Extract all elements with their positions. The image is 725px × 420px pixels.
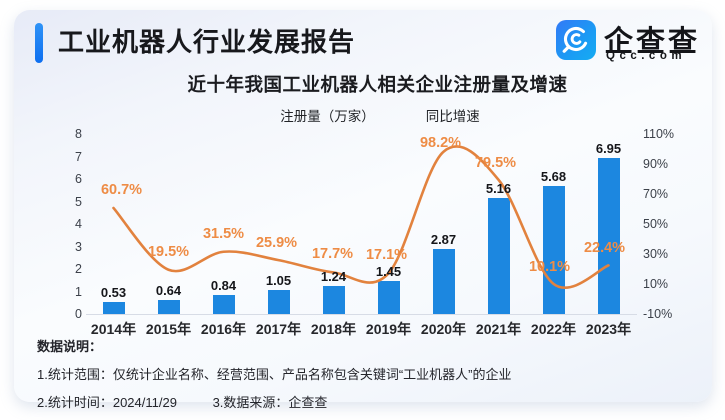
left-axis-tick: 4 (75, 217, 82, 231)
growth-label: 25.9% (255, 235, 298, 252)
x-axis-label: 2015年 (145, 321, 192, 337)
legend-bar-label: 注册量（万家） (280, 109, 375, 124)
growth-label: 79.5% (474, 154, 517, 171)
x-axis-label: 2020年 (420, 321, 467, 337)
bar-value-label: 0.53 (100, 285, 127, 301)
right-axis-tick: 50% (643, 217, 669, 231)
left-axis-tick: 0 (75, 307, 82, 321)
growth-label: 17.1% (365, 247, 408, 264)
left-axis-tick: 3 (75, 239, 82, 254)
bar-value-label: 1.05 (265, 273, 292, 289)
x-axis-label: 2021年 (475, 321, 522, 337)
left-axis-tick: 6 (75, 172, 82, 186)
report-title: 工业机器人行业发展报告 (58, 27, 356, 57)
right-axis-tick: 90% (643, 157, 669, 171)
right-axis-tick: 110% (643, 127, 675, 141)
growth-label: 98.2% (419, 134, 462, 151)
x-axis-label: 2022年 (530, 321, 577, 337)
legend-item-bars: 注册量（万家） (258, 105, 375, 125)
left-axis-tick: 8 (75, 127, 82, 141)
footer-note-1: 1.统计范围：仅统计企业名称、经营范围、产品名称包含关键词“工业机器人”的企业 (37, 367, 512, 382)
growth-label: 22.4% (583, 240, 626, 257)
growth-label: 17.7% (311, 246, 354, 263)
bar-value-label: 5.16 (485, 180, 512, 196)
right-axis-tick: 10% (643, 277, 669, 291)
bar-value-label: 2.87 (430, 232, 457, 248)
right-axis-tick: -10% (643, 307, 673, 321)
bar-value-label: 5.68 (540, 169, 567, 185)
x-axis-label: 2017年 (255, 321, 302, 337)
bar-value-label: 1.24 (320, 269, 347, 285)
footer-note-3: 3.数据来源：企查查 (212, 395, 328, 410)
x-axis-label: 2023年 (585, 321, 632, 337)
x-axis-label: 2016年 (200, 321, 247, 337)
bar-2014年 (102, 302, 125, 314)
bar-2018年 (322, 286, 345, 314)
growth-label: 19.5% (147, 243, 190, 260)
data-notes: 数据说明： 1.统计范围：仅统计企业名称、经营范围、产品名称包含关键词“工业机器… (37, 336, 512, 420)
bar-2019年 (377, 281, 400, 314)
left-axis-tick: 2 (75, 262, 82, 276)
bar-2022年 (542, 186, 565, 314)
bar-value-label: 6.95 (595, 140, 622, 156)
right-axis-tick: 30% (643, 247, 669, 261)
bar-2021年 (487, 197, 510, 314)
legend-line-label: 同比增速 (425, 109, 480, 124)
growth-label: 60.7% (100, 181, 143, 198)
bar-value-label: 0.84 (210, 278, 237, 294)
chart-legend: 注册量（万家） 同比增速 (30, 105, 708, 125)
x-axis-label: 2019年 (365, 321, 412, 337)
axis-baseline (86, 314, 637, 315)
bar-2023年 (597, 157, 620, 314)
legend-item-line: 同比增速 (401, 105, 480, 125)
x-axis-label: 2014年 (90, 321, 137, 337)
footer-note-2: 2.统计时间：2024/11/29 (37, 395, 177, 410)
brand-domain: Qcc.com (606, 50, 687, 62)
chart-title: 近十年我国工业机器人相关企业注册量及增速 (187, 74, 568, 95)
bar-2015年 (157, 299, 180, 314)
left-axis-tick: 7 (75, 149, 82, 164)
brand-name: 企查查 (604, 26, 701, 58)
bar-value-label: 1.45 (375, 264, 402, 280)
bar-value-label: 0.64 (155, 282, 182, 298)
qcc-logo: 企查查 Qcc.com (556, 19, 712, 65)
growth-label: 31.5% (202, 225, 245, 242)
x-axis-label: 2018年 (310, 321, 357, 337)
left-axis-tick: 5 (75, 194, 82, 209)
bar-2016年 (212, 295, 235, 314)
qcc-magnifier-icon (556, 20, 596, 60)
bar-2020年 (432, 249, 455, 314)
growth-label: 10.1% (528, 258, 571, 275)
bar-2017年 (267, 290, 290, 314)
right-axis-tick: 70% (643, 187, 669, 201)
title-accent-bar (35, 23, 43, 63)
left-axis-tick: 1 (75, 284, 82, 299)
footer-heading: 数据说明： (37, 339, 103, 354)
